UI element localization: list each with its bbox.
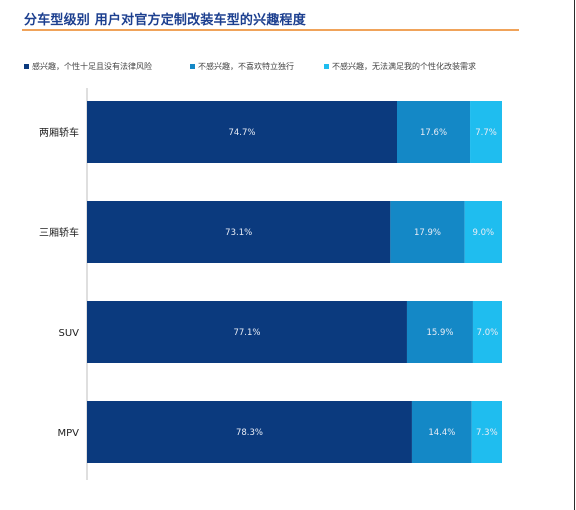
legend-swatch-interested <box>24 64 29 69</box>
value-label-sedan-interested: 73.1% <box>225 228 252 238</box>
category-label-mpv: MPV <box>58 428 80 439</box>
bar-mpv-not-interested-conformist <box>411 401 472 463</box>
value-label-mpv-not-interested-conformist: 14.4% <box>428 428 455 438</box>
bar-hatchback-interested <box>87 101 398 163</box>
value-label-hatchback-not-interested-unmet-needs: 7.7% <box>475 128 497 138</box>
page-edge-rule <box>574 0 575 510</box>
bar-mpv-interested <box>87 401 412 463</box>
value-label-hatchback-interested: 74.7% <box>228 128 255 138</box>
value-label-suv-interested: 77.1% <box>233 328 260 338</box>
legend-item-not-interested-unmet-needs: 不感兴趣，无法满足我的个性化改装需求 <box>324 61 476 72</box>
bar-sedan-not-interested-conformist <box>390 201 465 263</box>
value-label-suv-not-interested-unmet-needs: 7.0% <box>477 328 499 338</box>
value-label-mpv-not-interested-unmet-needs: 7.3% <box>476 428 498 438</box>
category-label-hatchback: 两厢轿车 <box>39 126 79 139</box>
bar-suv-interested <box>87 301 407 363</box>
category-label-sedan: 三厢轿车 <box>39 226 79 239</box>
value-label-mpv-interested: 78.3% <box>236 428 263 438</box>
legend: 感兴趣，个性十足且没有法律风险 不感兴趣，不喜欢特立独行 不感兴趣，无法满足我的… <box>24 61 544 73</box>
legend-label-not-interested-conformist: 不感兴趣，不喜欢特立独行 <box>198 62 294 71</box>
bar-hatchback-not-interested-unmet-needs <box>470 101 502 163</box>
legend-swatch-not-interested-unmet-needs <box>324 64 329 69</box>
bar-sedan-interested <box>87 201 391 263</box>
bar-suv-not-interested-conformist <box>406 301 473 363</box>
legend-swatch-not-interested-conformist <box>190 64 195 69</box>
legend-label-interested: 感兴趣，个性十足且没有法律风险 <box>32 62 152 71</box>
value-label-suv-not-interested-conformist: 15.9% <box>426 328 453 338</box>
legend-item-interested: 感兴趣，个性十足且没有法律风险 <box>24 61 152 72</box>
legend-item-not-interested-conformist: 不感兴趣，不喜欢特立独行 <box>190 61 294 72</box>
bar-hatchback-not-interested-conformist <box>397 101 471 163</box>
bar-suv-not-interested-unmet-needs <box>472 301 502 363</box>
value-label-hatchback-not-interested-conformist: 17.6% <box>420 128 447 138</box>
category-label-suv: SUV <box>58 328 79 339</box>
value-label-sedan-not-interested-unmet-needs: 9.0% <box>473 228 495 238</box>
title-underline <box>22 29 519 31</box>
legend-label-not-interested-unmet-needs: 不感兴趣，无法满足我的个性化改装需求 <box>332 62 476 71</box>
chart-title: 分车型级别 用户对官方定制改装车型的兴趣程度 <box>24 13 306 28</box>
value-label-sedan-not-interested-conformist: 17.9% <box>414 228 441 238</box>
bar-mpv-not-interested-unmet-needs <box>471 401 502 463</box>
bar-sedan-not-interested-unmet-needs <box>464 201 502 263</box>
